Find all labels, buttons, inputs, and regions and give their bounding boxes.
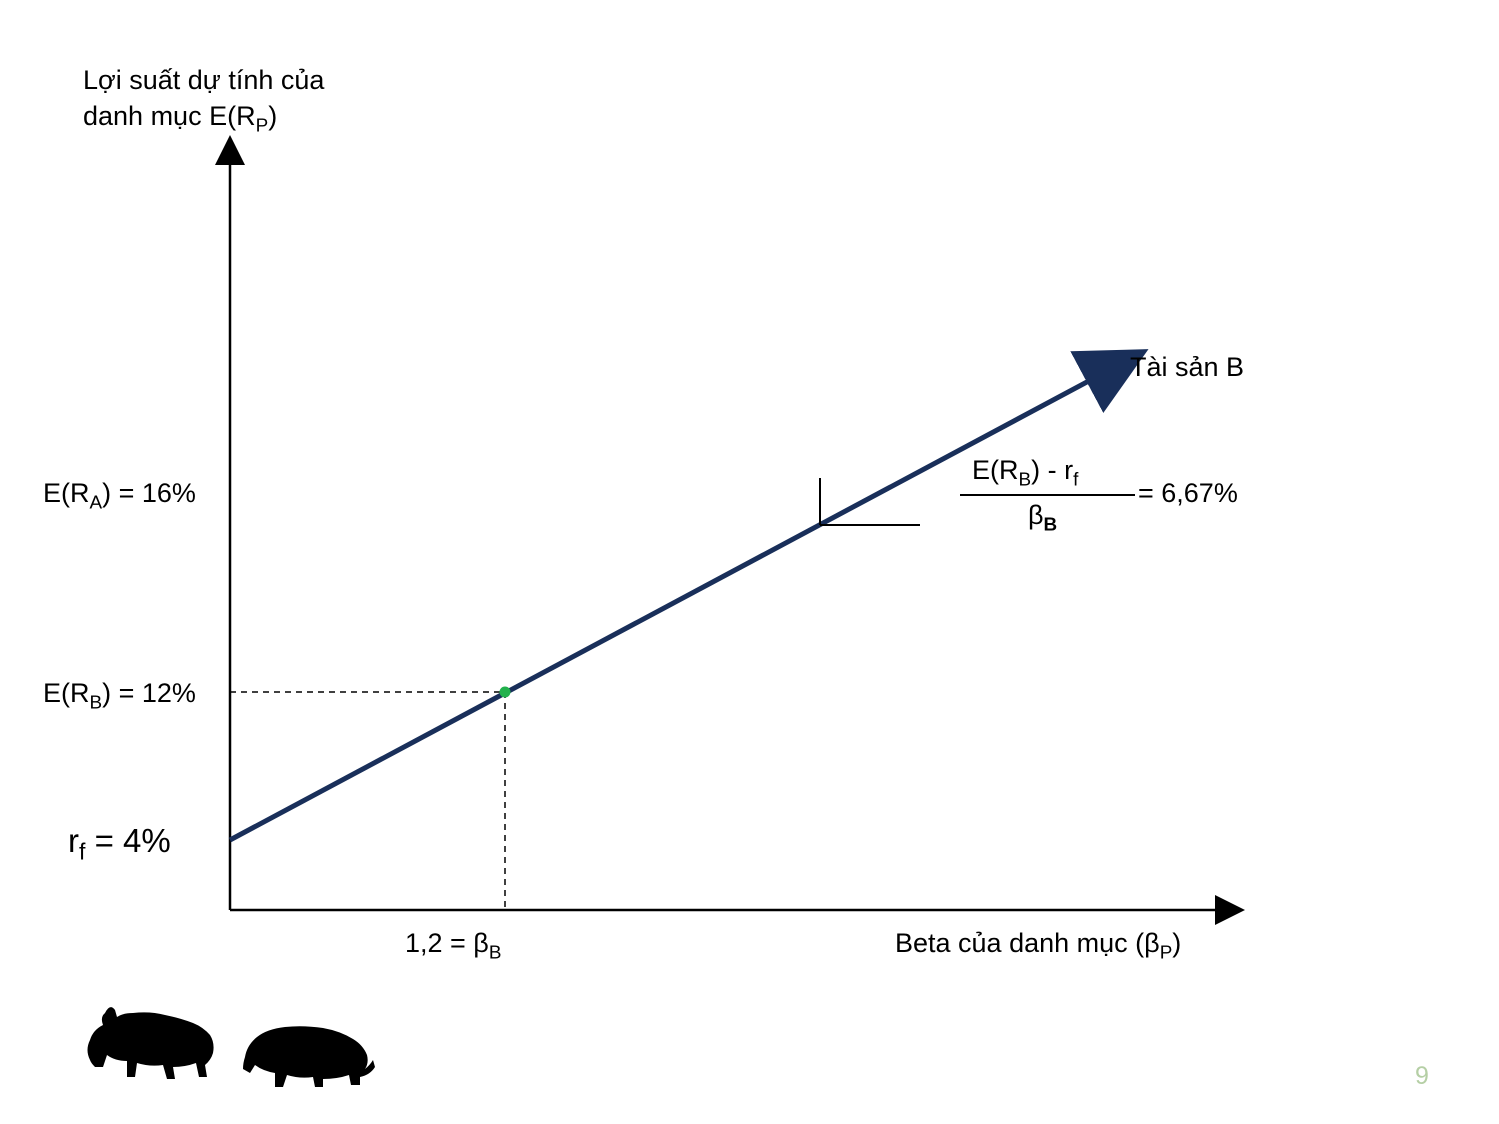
y-title-sub: P (256, 116, 269, 137)
y-axis-title: Lợi suất dự tính của danh mục E(RP) (83, 62, 324, 139)
label-erb: E(RB) = 12% (43, 678, 196, 714)
slope-equals: = 6,67% (1138, 478, 1238, 509)
bull-icon (88, 1007, 214, 1079)
sml-line (230, 375, 1100, 840)
sml-label: Tài sản B (1130, 352, 1244, 383)
x-title-sub: P (1160, 942, 1173, 963)
point-b (500, 687, 511, 698)
bear-icon (243, 1026, 375, 1087)
slope-denominator: βB (1028, 500, 1057, 536)
y-title-line1: Lợi suất dự tính của (83, 65, 324, 95)
x-axis-title: Beta của danh mục (βP) (895, 928, 1181, 964)
y-title-close: ) (268, 101, 277, 131)
label-era: E(RA) = 16% (43, 478, 196, 514)
capm-chart (0, 0, 1499, 1124)
label-rf: rf = 4% (68, 822, 171, 866)
y-title-line2: danh mục E(R (83, 101, 256, 131)
x-title-close: ) (1172, 928, 1181, 958)
slope-numerator: E(RB) - rf (972, 455, 1078, 491)
x-title-prefix: Beta của danh mục (β (895, 928, 1160, 958)
page-number: 9 (1415, 1062, 1429, 1091)
label-beta-b: 1,2 = βB (405, 928, 501, 964)
